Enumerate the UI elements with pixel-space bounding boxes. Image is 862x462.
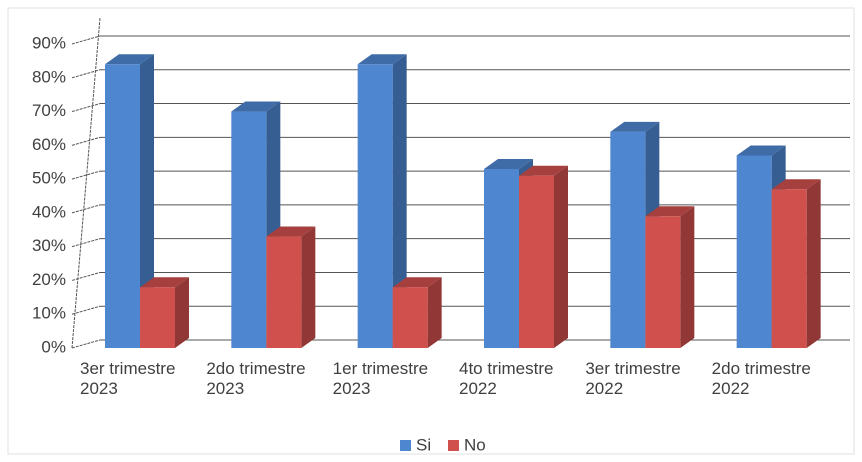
bar xyxy=(266,226,316,348)
bar xyxy=(140,277,189,348)
bar-front xyxy=(140,287,175,348)
y-tick-label: 20% xyxy=(32,270,66,289)
x-tick-label: 4to trimestre 2022 xyxy=(459,359,553,398)
x-tick-label: 2do trimestre 2023 xyxy=(206,359,305,398)
bar xyxy=(645,206,695,348)
tick-mark xyxy=(71,238,101,248)
bar-side xyxy=(554,165,568,348)
bar-top xyxy=(231,101,281,112)
bar-front xyxy=(645,216,681,348)
bar-front xyxy=(392,287,428,348)
bar-front xyxy=(266,236,302,348)
y-tick-label: 70% xyxy=(32,101,66,120)
x-tick-label: 3er trimestre 2022 xyxy=(585,359,680,398)
y-tick-label: 60% xyxy=(32,135,66,154)
legend-label: Si xyxy=(416,435,431,454)
y-tick-label: 90% xyxy=(32,33,66,52)
y-tick-label: 30% xyxy=(32,236,66,255)
x-tick-label: 3er trimestre 2023 xyxy=(80,359,175,398)
bar-side xyxy=(680,206,695,348)
tick-mark xyxy=(71,35,101,45)
axis-line xyxy=(71,17,101,349)
bar-side xyxy=(140,54,154,349)
tick-mark xyxy=(71,305,101,315)
legend-label: No xyxy=(464,435,486,454)
bar-side xyxy=(301,226,316,348)
bar-side xyxy=(806,179,821,348)
bar-front xyxy=(736,155,772,348)
y-tick-label: 0% xyxy=(41,337,66,356)
bar-front xyxy=(357,64,393,349)
y-tick-label: 50% xyxy=(32,169,66,188)
bar-front xyxy=(484,168,519,348)
bar-side xyxy=(175,277,189,348)
bar xyxy=(392,277,442,348)
y-tick-label: 10% xyxy=(32,304,66,323)
bar-top xyxy=(736,145,786,156)
tick-mark xyxy=(71,339,101,349)
tick-mark xyxy=(71,170,101,180)
bar-top xyxy=(519,165,568,176)
bar-front xyxy=(231,111,267,348)
bar-side xyxy=(427,277,442,348)
tick-mark xyxy=(71,136,101,146)
bar xyxy=(771,179,821,348)
bar xyxy=(519,165,568,348)
y-tick-label: 80% xyxy=(32,67,66,86)
bar-top xyxy=(392,277,442,288)
x-tick-label: 1er trimestre 2023 xyxy=(333,359,428,398)
bar-top xyxy=(645,206,695,217)
bar-front xyxy=(610,131,646,348)
bar-top xyxy=(105,54,154,65)
bar xyxy=(105,54,154,349)
bar xyxy=(357,54,407,349)
tick-mark xyxy=(71,204,101,214)
bar-top xyxy=(357,54,407,65)
bar-top xyxy=(771,179,821,190)
bar-front xyxy=(519,175,554,348)
x-tick-label: 2do trimestre 2022 xyxy=(712,359,811,398)
tick-mark xyxy=(71,69,101,79)
bar-front xyxy=(771,189,807,348)
y-tick-label: 40% xyxy=(32,202,66,221)
bar-front xyxy=(105,64,140,349)
tick-mark xyxy=(71,103,101,113)
bar-side xyxy=(392,54,407,349)
bar-top xyxy=(266,226,316,237)
legend-swatch xyxy=(448,440,459,451)
tick-mark xyxy=(71,271,101,281)
bar-top xyxy=(140,277,189,288)
bar-top xyxy=(610,121,660,132)
bar-top xyxy=(484,158,533,169)
legend-swatch xyxy=(400,440,411,451)
